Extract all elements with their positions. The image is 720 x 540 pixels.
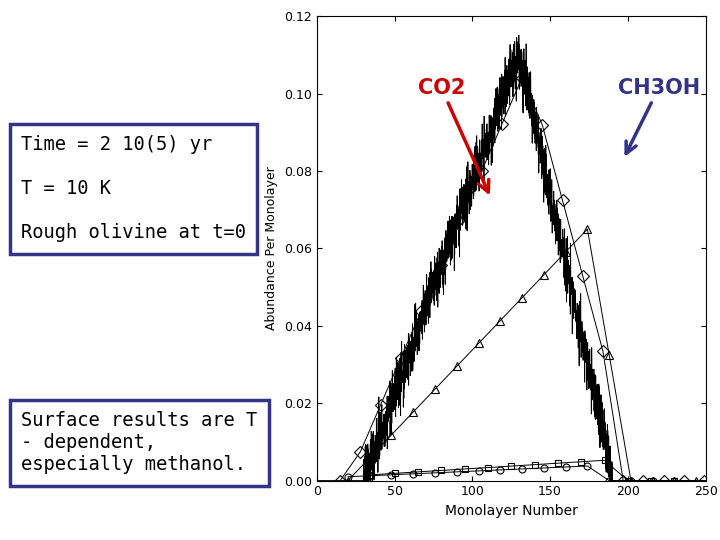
Y-axis label: Abundance Per Monolayer: Abundance Per Monolayer [266,166,279,330]
Text: CO2: CO2 [418,78,489,192]
Text: Surface results are T
- dependent,
especially methanol.: Surface results are T - dependent, espec… [21,411,258,474]
Text: Time = 2 10(5) yr

T = 10 K

Rough olivine at t=0: Time = 2 10(5) yr T = 10 K Rough olivine… [21,136,246,242]
X-axis label: Monolayer Number: Monolayer Number [445,504,577,518]
Text: CH3OH: CH3OH [618,78,700,153]
